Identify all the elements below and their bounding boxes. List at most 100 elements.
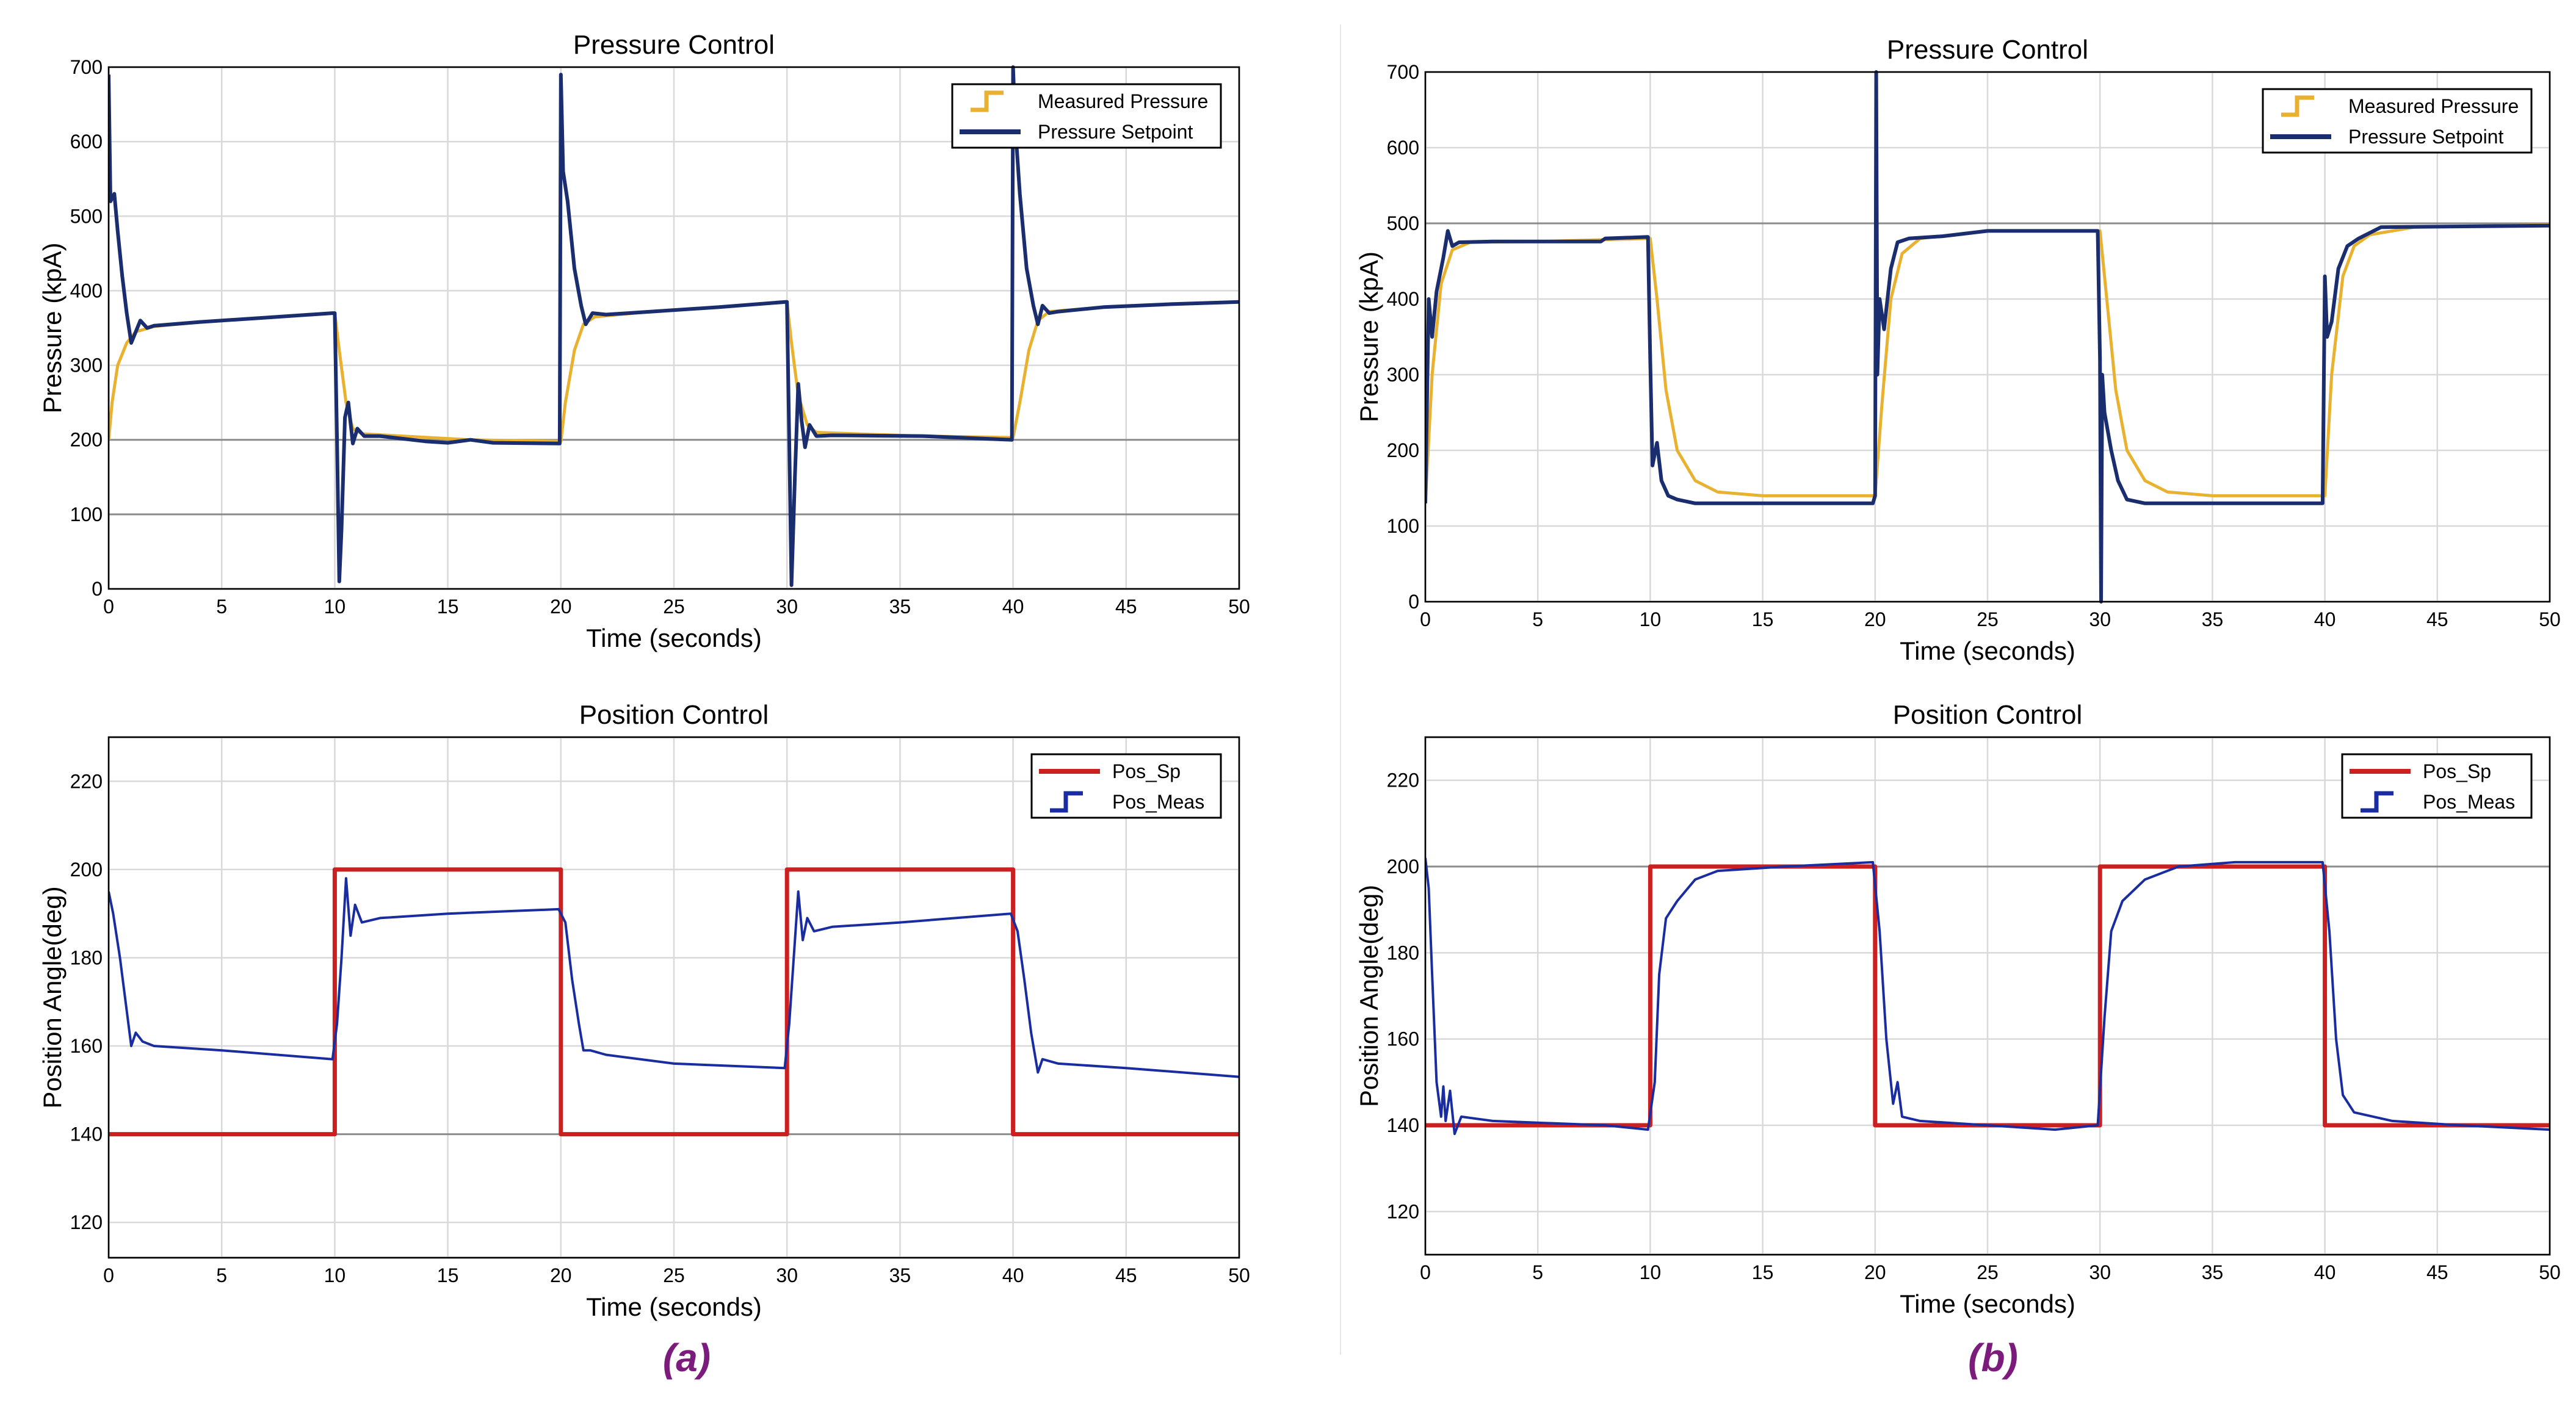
legend: Measured Pressure Pressure Setpoint: [2262, 88, 2533, 154]
y-tick-label: 220: [1387, 770, 1419, 791]
series-line-pos-meas: [109, 877, 1239, 1078]
x-tick-label: 5: [216, 596, 227, 618]
y-tick-label: 120: [1387, 1200, 1419, 1222]
x-tick-label: 45: [1115, 596, 1137, 618]
panel-divider: [1340, 24, 1341, 1355]
x-tick-label: 45: [2426, 1261, 2448, 1283]
x-tick-label: 25: [663, 1264, 685, 1286]
plot-border: [1424, 736, 2551, 1256]
y-axis-label: Position Angle(deg): [38, 886, 67, 1108]
chart-a-position: 0 5 10 15 20 25 30 35 40 45 50 120 140 160 180 200 220 Po…: [38, 700, 1250, 1321]
legend-swatch: [971, 90, 1004, 112]
y-tick-label: 600: [1387, 137, 1419, 159]
x-tick-label: 15: [437, 1264, 459, 1286]
legend-label: Pressure Setpoint: [2348, 126, 2503, 148]
x-tick-label: 5: [216, 1264, 227, 1286]
x-tick-label: 0: [1420, 608, 1431, 630]
x-tick-label: 20: [1864, 608, 1886, 630]
x-tick-label: 15: [1752, 1261, 1774, 1283]
x-tick-label: 25: [1977, 608, 1999, 630]
y-tick-label: 700: [70, 56, 103, 78]
x-tick-label: 25: [663, 596, 685, 618]
legend: Measured Pressure Pressure Setpoint: [951, 83, 1222, 149]
y-tick-label: 160: [70, 1035, 103, 1057]
x-tick-label: 10: [324, 596, 346, 618]
chart-title: Pressure Control: [573, 30, 775, 60]
chart-b-pressure: 0 5 10 15 20 25 30 35 40 45 5001002003004005006007…: [1355, 35, 2561, 665]
x-tick-label: 40: [2314, 1261, 2336, 1283]
y-tick-label: 0: [1408, 591, 1419, 613]
y-tick-label: 140: [70, 1123, 103, 1145]
legend-swatch: [2361, 791, 2393, 813]
y-tick-label: 300: [1387, 364, 1419, 386]
y-tick-label: 100: [70, 503, 103, 525]
legend-label: Measured Pressure: [1038, 90, 1208, 112]
y-tick-label: 200: [70, 429, 103, 451]
x-axis-label: Time (seconds): [586, 1292, 762, 1321]
legend-label: Pos_Meas: [1112, 791, 1204, 813]
y-tick-label: 160: [1387, 1028, 1419, 1050]
chart-b-position: 0 5 10 15 20 25 30 35 40 45 50 120 140 160 180 200 220 Po…: [1355, 700, 2561, 1318]
x-tick-label: 35: [2202, 608, 2224, 630]
chart-a-pressure: 0 5 10 15 20 25 30 35 40 45 5001002003004005006007…: [38, 30, 1250, 652]
x-tick-label: 0: [103, 1264, 114, 1286]
y-tick-label: 200: [1387, 439, 1419, 461]
legend: Pos_Sp Pos_Meas: [1030, 753, 1222, 819]
x-tick-label: 10: [1640, 1261, 1662, 1283]
x-tick-label: 15: [437, 596, 459, 618]
caption-b: (b): [1968, 1336, 2018, 1380]
y-tick-label: 100: [1387, 515, 1419, 537]
plot-border: [1424, 71, 2551, 603]
plot-border: [107, 66, 1240, 590]
y-tick-label: 300: [70, 355, 103, 377]
legend-label: Pos_Sp: [2423, 760, 2491, 782]
legend-box: [1030, 753, 1222, 819]
y-tick-label: 180: [70, 946, 103, 968]
x-tick-label: 10: [324, 1264, 346, 1286]
series-line-pos-meas: [1425, 857, 2550, 1136]
x-tick-label: 30: [2089, 1261, 2111, 1283]
y-tick-label: 220: [70, 770, 103, 792]
y-tick-label: 700: [1387, 61, 1419, 83]
legend-label: Pressure Setpoint: [1038, 121, 1193, 143]
y-tick-label: 200: [1387, 856, 1419, 878]
series-line-pos-sp: [109, 867, 1239, 1137]
x-tick-label: 30: [2089, 608, 2111, 630]
x-tick-label: 0: [103, 596, 114, 618]
y-axis-label: Pressure (kpA): [1355, 251, 1383, 422]
x-tick-label: 25: [1977, 1261, 1999, 1283]
x-tick-label: 20: [550, 1264, 572, 1286]
x-tick-label: 35: [889, 596, 911, 618]
x-tick-label: 5: [1532, 608, 1543, 630]
x-tick-label: 20: [550, 596, 572, 618]
series-line-pressure-setpoint: [1425, 70, 2550, 604]
legend-box: [2341, 753, 2533, 819]
caption-a: (a): [662, 1336, 711, 1380]
x-tick-label: 30: [776, 1264, 798, 1286]
chart-title: Position Control: [579, 700, 769, 730]
legend-label: Pos_Sp: [1112, 760, 1181, 782]
x-tick-label: 0: [1420, 1261, 1431, 1283]
x-tick-label: 50: [1228, 1264, 1250, 1286]
x-tick-label: 45: [1115, 1264, 1137, 1286]
x-tick-label: 20: [1864, 1261, 1886, 1283]
x-tick-label: 30: [776, 596, 798, 618]
y-tick-label: 400: [70, 279, 103, 301]
x-tick-label: 50: [1228, 596, 1250, 618]
x-tick-label: 50: [2539, 608, 2561, 630]
y-tick-label: 500: [70, 205, 103, 227]
y-tick-label: 180: [1387, 942, 1419, 964]
x-tick-label: 5: [1532, 1261, 1543, 1283]
y-tick-label: 600: [70, 131, 103, 153]
x-tick-label: 35: [2202, 1261, 2224, 1283]
x-tick-label: 40: [1002, 1264, 1024, 1286]
x-tick-label: 40: [1002, 596, 1024, 618]
y-tick-label: 140: [1387, 1114, 1419, 1136]
x-axis-label: Time (seconds): [1900, 636, 2075, 665]
legend-swatch: [1050, 791, 1083, 813]
chart-title: Position Control: [1893, 700, 2083, 730]
y-tick-label: 120: [70, 1211, 103, 1233]
x-axis-label: Time (seconds): [1900, 1289, 2075, 1318]
x-tick-label: 40: [2314, 608, 2336, 630]
legend-label: Pos_Meas: [2423, 791, 2515, 813]
